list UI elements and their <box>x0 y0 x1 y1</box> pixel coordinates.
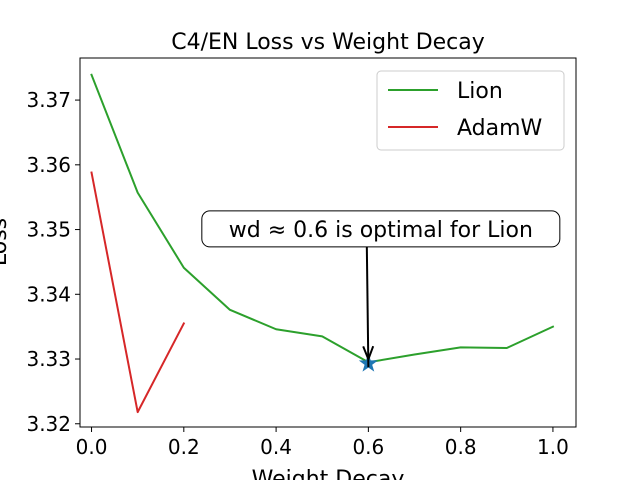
y-tick-label: 3.32 <box>26 412 71 436</box>
x-tick-label: 0.0 <box>76 435 108 459</box>
annotation-arrow-head <box>362 345 375 363</box>
legend: Lion AdamW <box>376 70 565 151</box>
legend-label-lion: Lion <box>457 79 503 104</box>
y-tick-label: 3.33 <box>26 347 71 371</box>
x-tick-label: 0.2 <box>168 435 200 459</box>
annotation-layer: wd ≈ 0.6 is optimal for Lion <box>201 210 561 368</box>
y-tick-label: 3.36 <box>26 153 71 177</box>
x-tick-label: 1.0 <box>537 435 569 459</box>
y-axis-label: Loss <box>0 218 12 266</box>
series-line-lion <box>90 73 555 364</box>
plot-frame <box>79 57 577 428</box>
series-line-adamw <box>90 171 186 414</box>
annotation-arrow-shaft <box>365 246 370 368</box>
y-tick-label: 3.35 <box>26 218 71 242</box>
x-tick-label: 0.6 <box>352 435 384 459</box>
legend-label-adamw: AdamW <box>457 116 543 141</box>
annotation-box <box>201 210 561 248</box>
x-tick-label: 0.4 <box>260 435 292 459</box>
annotation-text: wd ≈ 0.6 is optimal for Lion <box>229 218 533 243</box>
chart-title: C4/EN Loss vs Weight Decay <box>171 30 485 55</box>
y-axis: 3.32 3.33 3.34 3.35 3.36 3.37 <box>26 88 80 436</box>
x-axis-label: Weight Decay <box>252 467 405 480</box>
series-layer <box>90 73 555 414</box>
y-tick-label: 3.34 <box>26 282 71 306</box>
y-tick-label: 3.37 <box>26 88 71 112</box>
x-tick-label: 0.8 <box>445 435 477 459</box>
x-axis: 0.0 0.2 0.4 0.6 0.8 1.0 <box>76 427 569 459</box>
